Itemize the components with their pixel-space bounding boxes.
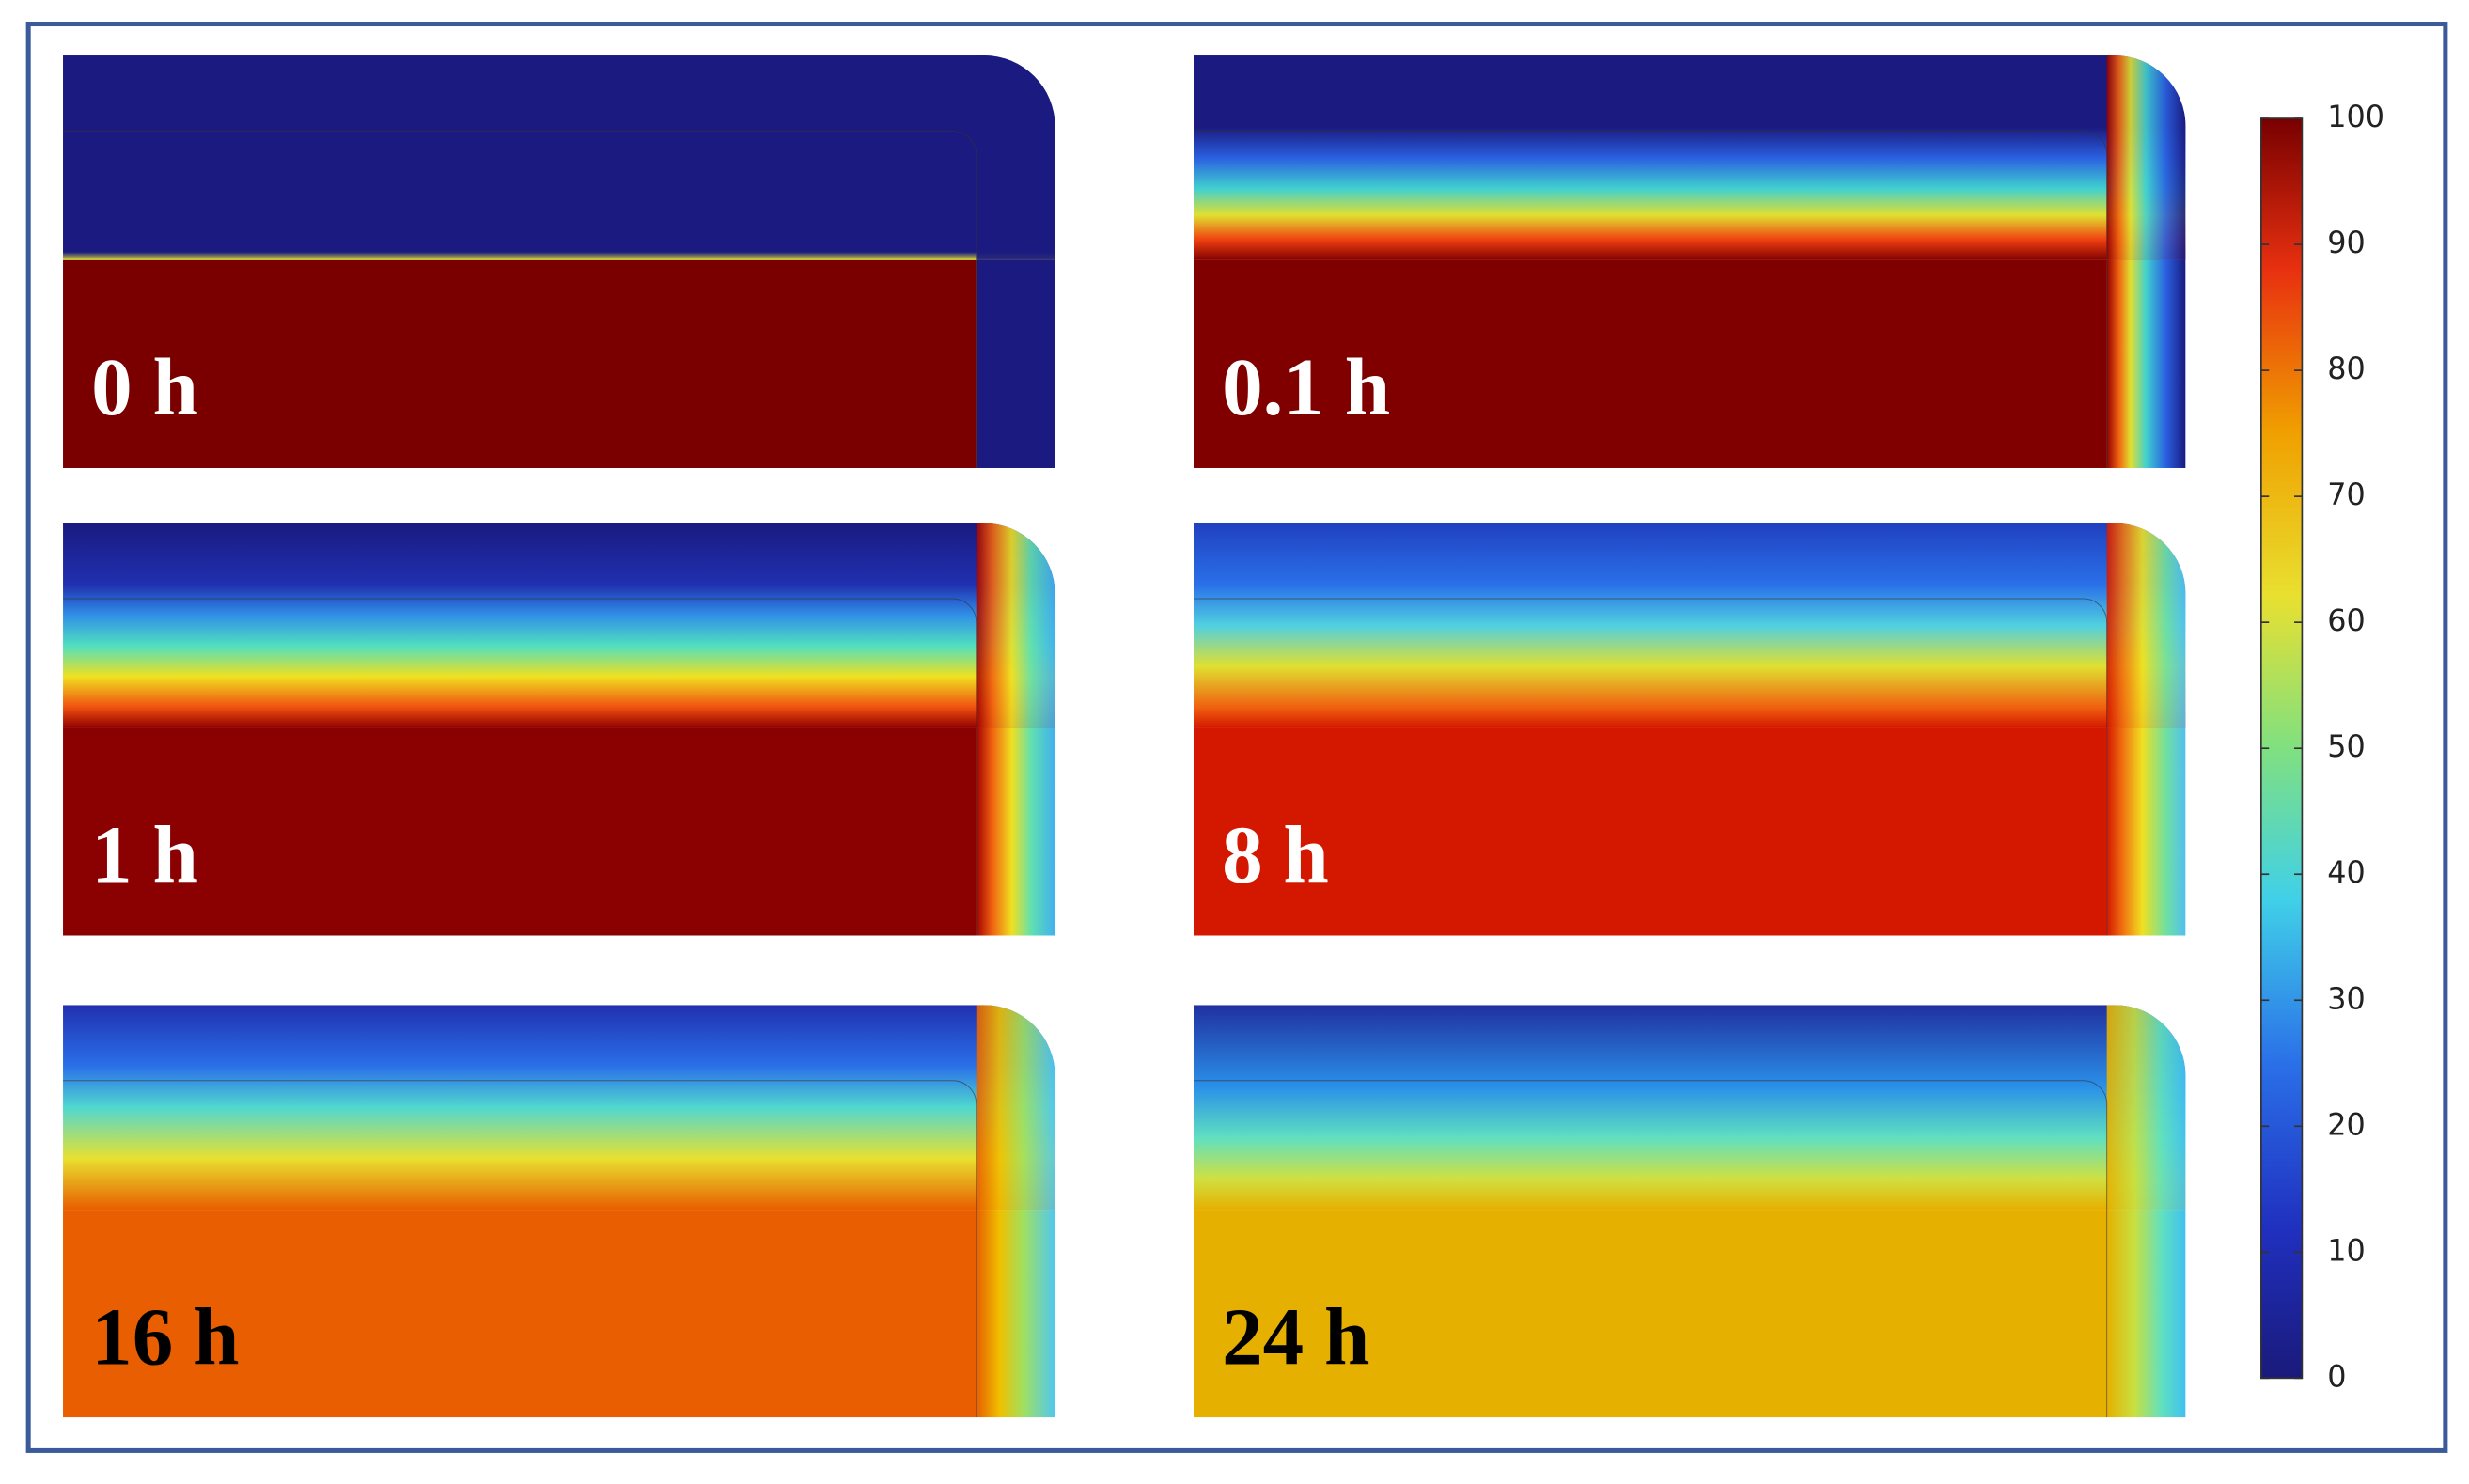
panel-core <box>1193 727 2107 936</box>
tick-label: 50 <box>2327 728 2366 764</box>
panel-corner <box>976 523 1055 728</box>
panel-top <box>1193 1005 2186 1211</box>
panel-corner <box>2106 55 2186 260</box>
tick-label: 100 <box>2327 99 2384 134</box>
tick-label: 70 <box>2327 476 2366 512</box>
panel-label: 0 h <box>91 341 198 432</box>
tick-label: 80 <box>2327 351 2366 386</box>
tick-label: 30 <box>2327 980 2366 1016</box>
panel-corner <box>2106 1005 2186 1211</box>
panel <box>63 523 1055 936</box>
panel <box>1193 523 2186 936</box>
tick-label: 0 <box>2327 1358 2346 1394</box>
panel-label: 24 h <box>1222 1290 1369 1382</box>
panel-core <box>63 727 977 936</box>
panel-label: 16 h <box>91 1290 239 1382</box>
frame <box>25 22 2448 1453</box>
panel-corner <box>2106 523 2186 728</box>
boundary <box>63 1080 977 1418</box>
panel-label: 0.1 h <box>1222 341 1390 432</box>
panel <box>63 55 1055 468</box>
panel-corner <box>976 1005 1055 1211</box>
tick-label: 20 <box>2327 1106 2366 1142</box>
panel-core <box>63 259 977 468</box>
boundary <box>1193 130 2108 468</box>
panel-side <box>2106 727 2186 936</box>
panel-side <box>976 727 1055 936</box>
tick-label: 60 <box>2327 602 2366 638</box>
tick-label: 10 <box>2327 1232 2366 1268</box>
panel <box>1193 1005 2186 1418</box>
panel-side <box>976 1210 1055 1418</box>
panel-top <box>63 1005 1055 1211</box>
boundary <box>63 130 977 468</box>
panel-side <box>2106 259 2186 468</box>
tick-label: 90 <box>2327 225 2366 260</box>
panel-side <box>976 259 1055 468</box>
boundary <box>63 598 977 936</box>
panel-top <box>1193 523 2186 728</box>
panel-side <box>2106 1210 2186 1418</box>
boundary <box>1193 598 2108 936</box>
tick-label: 40 <box>2327 854 2366 890</box>
panel-label: 8 h <box>1222 809 1329 900</box>
panel-top <box>63 523 1055 728</box>
panel-corner <box>976 55 1055 260</box>
panel <box>63 1005 1055 1418</box>
panel-top <box>1193 55 2186 260</box>
boundary <box>1193 1080 2108 1418</box>
panel <box>1193 55 2186 468</box>
panel-core <box>1193 1210 2107 1418</box>
panel-top <box>63 55 1055 260</box>
panel-core <box>63 1210 977 1418</box>
panel-core <box>1193 259 2107 468</box>
panel-label: 1 h <box>91 809 198 900</box>
